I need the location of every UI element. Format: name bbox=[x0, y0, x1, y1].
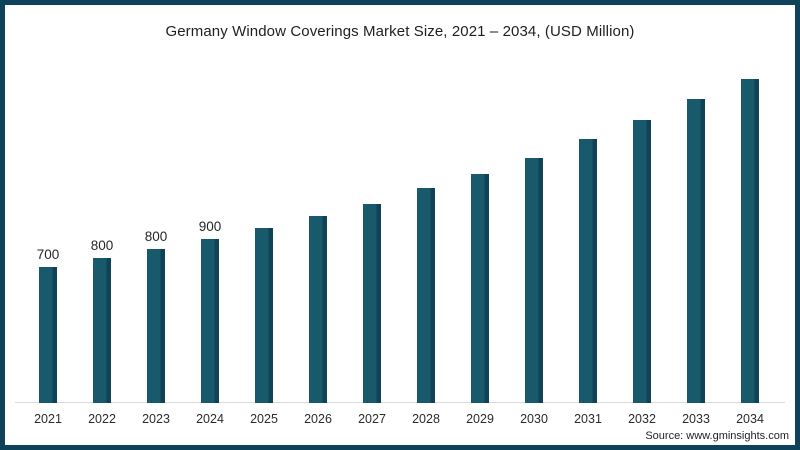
x-tick-label: 2032 bbox=[628, 412, 656, 426]
bar-value-label: 700 bbox=[36, 247, 60, 262]
source-note: Source: www.gminsights.com bbox=[645, 430, 789, 442]
bar bbox=[687, 99, 705, 403]
bar bbox=[255, 228, 273, 403]
x-tick-label: 2028 bbox=[412, 412, 440, 426]
bar bbox=[201, 239, 219, 403]
x-tick-label: 2033 bbox=[682, 412, 710, 426]
x-tick-label: 2026 bbox=[304, 412, 332, 426]
x-tick-label: 2031 bbox=[574, 412, 602, 426]
x-tick-label: 2030 bbox=[520, 412, 548, 426]
chart-title: Germany Window Coverings Market Size, 20… bbox=[165, 23, 635, 40]
x-tick-label: 2027 bbox=[358, 412, 386, 426]
bar bbox=[579, 139, 597, 403]
x-axis-line bbox=[15, 402, 785, 403]
bar bbox=[741, 79, 759, 403]
bar bbox=[39, 267, 57, 403]
bar bbox=[93, 258, 111, 403]
bar-value-label: 800 bbox=[144, 229, 168, 244]
x-tick-label: 2029 bbox=[466, 412, 494, 426]
bar bbox=[633, 120, 651, 403]
bar bbox=[147, 249, 165, 403]
x-tick-label: 2024 bbox=[196, 412, 224, 426]
bar-value-label: 800 bbox=[90, 238, 114, 253]
bar bbox=[471, 174, 489, 403]
bar bbox=[525, 158, 543, 403]
bar-value-label: 900 bbox=[198, 219, 222, 234]
x-tick-label: 2021 bbox=[34, 412, 62, 426]
bar bbox=[309, 216, 327, 403]
x-tick-label: 2034 bbox=[736, 412, 764, 426]
bar bbox=[363, 204, 381, 403]
bar bbox=[417, 188, 435, 403]
x-tick-label: 2023 bbox=[142, 412, 170, 426]
x-tick-label: 2022 bbox=[88, 412, 116, 426]
x-tick-label: 2025 bbox=[250, 412, 278, 426]
